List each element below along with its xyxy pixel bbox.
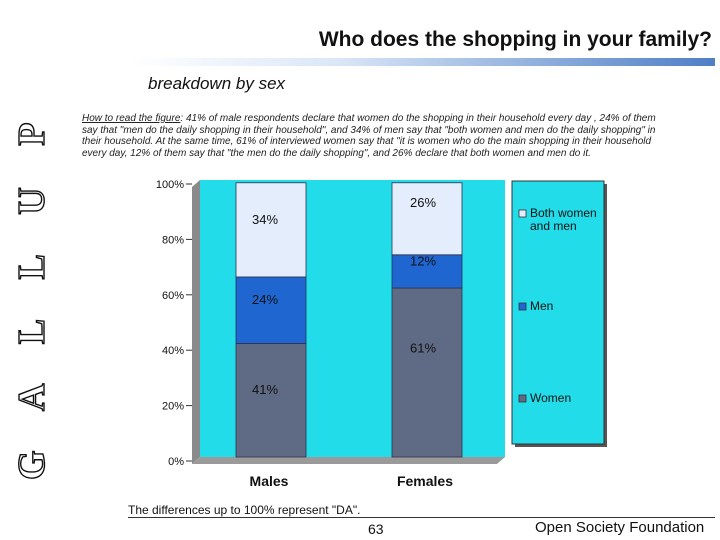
bar-data-label: 26% (410, 195, 436, 210)
plot-side-wall (192, 180, 200, 464)
legend-swatch (518, 209, 527, 218)
reading-note-text: : 41% of male respondents declare that w… (82, 113, 656, 159)
reading-note: How to read the figure: 41% of male resp… (82, 113, 672, 159)
y-tick-label: 0% (168, 456, 184, 468)
footer-note: The differences up to 100% represent "DA… (128, 503, 361, 517)
bar-data-label: 12% (410, 253, 436, 268)
legend-label: Women (530, 391, 571, 405)
reading-note-lead: How to read the figure (82, 113, 181, 124)
page-number: 63 (368, 521, 384, 537)
page-subtitle: breakdown by sex (148, 74, 286, 93)
y-tick-label: 100% (156, 179, 184, 191)
y-tick-label: 40% (162, 345, 184, 357)
legend-label: Both women and men (530, 206, 597, 233)
legend-box (511, 180, 605, 445)
bar-data-label: 24% (252, 292, 278, 307)
page-title: Who does the shopping in your family? (318, 28, 712, 51)
y-tick-label: 60% (162, 290, 184, 302)
x-category-label: Males (250, 473, 289, 489)
bar-segment (235, 276, 307, 344)
y-tick-label: 20% (162, 401, 184, 413)
legend-swatch (518, 394, 527, 403)
bar-segment (235, 343, 307, 458)
bar-segment (391, 287, 463, 458)
title-rule (130, 58, 715, 66)
bar-segment (391, 254, 463, 289)
bar-data-label: 34% (252, 212, 278, 227)
legend-swatch (518, 302, 527, 311)
gallup-vertical-text: G A L L U P (14, 107, 53, 480)
bar-segment (391, 182, 463, 256)
y-tick-label: 80% (162, 234, 184, 246)
x-category-label: Females (397, 473, 453, 489)
gallup-logo: G A L L U P (14, 106, 54, 480)
organization-name: Open Society Foundation (535, 519, 705, 536)
plot-floor (192, 457, 505, 464)
footer-divider (128, 517, 715, 518)
bar-segment (235, 182, 307, 278)
legend-label: Men (530, 299, 553, 313)
bar-data-label: 61% (410, 341, 436, 356)
bar-data-label: 41% (252, 382, 278, 397)
